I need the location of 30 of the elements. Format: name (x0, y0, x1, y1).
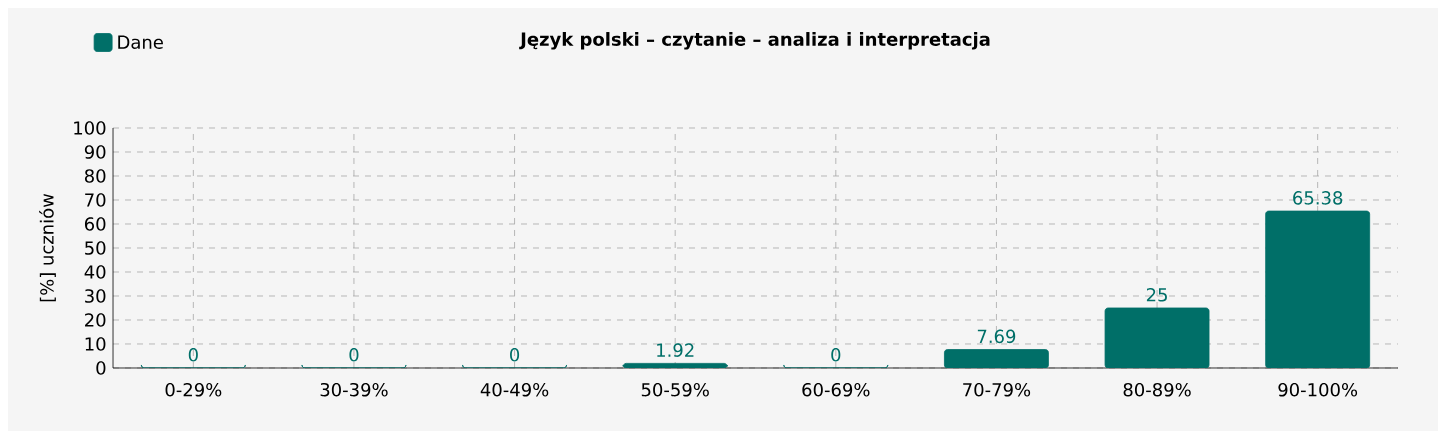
y-axis-title: [%] uczniów (39, 193, 56, 302)
x-tick-label: 0-29% (165, 382, 222, 397)
y-tick-label: 90 (84, 145, 106, 159)
data-label: 7.69 (977, 329, 1016, 344)
x-tick-label: 40-49% (480, 382, 549, 397)
x-tick-label: 70-79% (963, 382, 1031, 397)
data-label: 0 (510, 347, 520, 362)
y-tick-label: 70 (85, 193, 106, 207)
y-tick-label: 80 (84, 169, 106, 183)
y-tick-label: 40 (84, 265, 106, 279)
y-tick-label: 50 (85, 241, 106, 255)
y-tick-label: 30 (85, 289, 106, 303)
y-tick-label: 0 (96, 361, 106, 375)
x-tick-label: 30-39% (320, 382, 388, 397)
data-label: 1.92 (657, 343, 694, 357)
x-tick-label: 80-89% (1123, 382, 1191, 397)
legend-label: Dane (118, 35, 163, 49)
x-tick-label: 50-59% (641, 382, 709, 397)
x-tick-label: 60-69% (802, 382, 870, 397)
y-tick-label: 60 (84, 217, 106, 231)
y-tick-label: 20 (85, 313, 106, 327)
x-tick-label: 90-100% (1278, 382, 1358, 397)
data-label: 0 (188, 347, 198, 362)
chart-title: Język polski – czytanie – analiza i interpretacja (519, 32, 990, 50)
data-label: 0 (831, 347, 841, 362)
y-tick-label: 100 (74, 121, 106, 135)
data-label: 0 (349, 347, 359, 362)
data-label: 25 (1146, 287, 1167, 302)
data-label: 65.38 (1293, 191, 1343, 205)
y-tick-label: 10 (85, 337, 106, 351)
